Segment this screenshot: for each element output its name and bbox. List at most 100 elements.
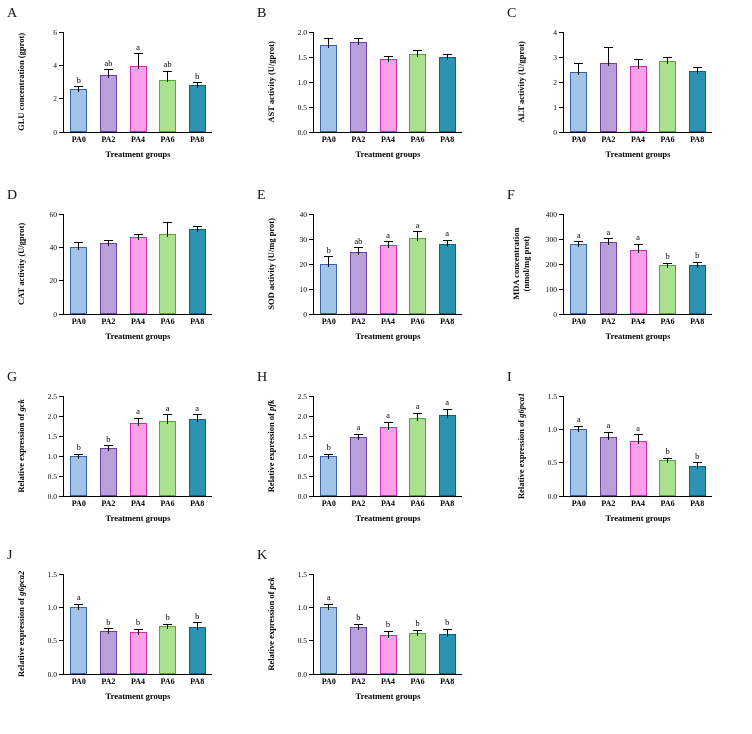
significance-letter: a — [576, 229, 581, 240]
y-tick — [59, 280, 63, 282]
y-tick — [559, 288, 563, 290]
bar-PA0 — [320, 607, 338, 674]
x-category-label: PA8 — [690, 499, 705, 508]
plot-area-K: 0.0 0.5 1.0 1.5 a PA0 b PA2 b PA4 b PA6 b PA8 Treatmen… — [298, 570, 462, 701]
x-category-label: PA2 — [601, 499, 616, 508]
error-bar-cap — [103, 445, 113, 447]
error-bar-line — [196, 226, 198, 232]
plot-area-B: 0.0 0.5 1.0 1.5 2.0 PA0 PA2 PA4 PA6 PA8 Treatment … — [298, 28, 462, 159]
error-bar-cap — [633, 243, 643, 245]
error-bar-line — [196, 622, 198, 630]
x-category-label: PA4 — [130, 677, 146, 686]
error-bar-line — [387, 631, 389, 639]
y-tick-label: 2.5 — [47, 391, 57, 401]
y-axis-label: SOD activity (U/mg prot) — [266, 218, 277, 310]
error-bar-line — [696, 67, 698, 74]
y-tick-label: 20 — [49, 276, 58, 286]
x-category-label: PA6 — [660, 499, 675, 508]
y-axis-label: Relative expression of gck — [16, 399, 27, 493]
error-bar-line — [357, 247, 359, 255]
y-tick — [59, 64, 63, 66]
x-category-label: PA2 — [601, 135, 616, 144]
x-category-label: PA0 — [571, 135, 586, 144]
y-tick — [59, 213, 63, 215]
x-category-label: PA0 — [321, 499, 336, 508]
significance-letter: a — [445, 228, 450, 239]
bar-PA2 — [599, 437, 617, 496]
bar-PA4 — [629, 65, 647, 132]
bar-PA8 — [438, 244, 456, 314]
y-axis-label: MDA concentration (nmol/mg prot) — [511, 228, 531, 301]
x-axis-title: Treatment groups — [605, 331, 671, 341]
error-bar-cap — [353, 433, 363, 435]
error-bar-line — [417, 630, 419, 636]
bar-PA8 — [188, 85, 206, 132]
y-axis-label-box: Relative expression of g6pca2 — [5, 571, 39, 677]
error-bar-cap — [413, 412, 423, 414]
error-bar-cap — [442, 628, 452, 630]
x-category-label: PA6 — [410, 135, 425, 144]
plot-area-F: 0 100 200 300 400 a PA0 a PA2 a PA4 b PA6 b PA8 Treatme… — [546, 210, 712, 341]
y-axis-label: Relative expression of g6pca2 — [16, 570, 27, 678]
y-tick — [309, 455, 313, 457]
error-bar-line — [137, 234, 139, 241]
x-category-label: PA8 — [190, 135, 205, 144]
gene-name-italic: g6pca1 — [516, 392, 527, 418]
plot-area-E: 0 10 20 30 40 b PA0 ab PA2 a PA4 a PA6 a PA8 Treatment … — [300, 210, 462, 341]
y-tick-label: 30 — [299, 234, 308, 244]
bar-PA0 — [320, 44, 338, 132]
error-bar-cap — [633, 434, 643, 436]
error-bar-line — [357, 624, 359, 631]
error-bar-line — [387, 422, 389, 431]
y-tick-label: 1.0 — [47, 602, 57, 612]
bar-PA6 — [409, 237, 427, 314]
plot-area-A: 0 2 4 6 b PA0 ab PA2 a PA4 ab PA6 b PA8 Treatment grou… — [53, 28, 212, 159]
error-bar-line — [107, 240, 109, 247]
y-tick — [309, 313, 313, 315]
error-bar-cap — [103, 69, 113, 70]
y-tick — [309, 573, 313, 575]
y-tick — [59, 98, 63, 100]
gene-name-italic: gck — [16, 399, 27, 412]
significance-letter: a — [636, 422, 640, 433]
x-axis-title: Treatment groups — [105, 513, 171, 523]
bar-PA8 — [188, 418, 206, 496]
y-tick-label: 0.0 — [297, 669, 307, 679]
y-tick — [59, 246, 63, 248]
y-tick-label: 3 — [553, 52, 557, 62]
y-axis-label: CAT activity (U/gprot) — [16, 222, 27, 306]
error-bar-cap — [413, 231, 423, 232]
x-axis-title: Treatment groups — [105, 691, 171, 701]
bar-PA6 — [159, 79, 177, 132]
y-tick-label: 1.0 — [297, 602, 307, 612]
error-bar-cap — [74, 86, 84, 88]
bar-PA4 — [379, 245, 397, 314]
error-bar-line — [357, 38, 359, 45]
error-bar-cap — [133, 233, 143, 235]
x-category-label: PA2 — [351, 677, 366, 686]
panel-D: D CAT activity (U/gprot) 0 20 40 60 PA0 PA2 PA4 P… — [1, 188, 249, 370]
significance-letter: b — [665, 251, 670, 262]
y-tick — [309, 263, 313, 265]
error-bar-line — [137, 418, 139, 427]
bar-PA2 — [99, 243, 117, 314]
error-bar-line — [167, 414, 169, 424]
significance-letter: a — [356, 422, 361, 432]
y-tick — [59, 606, 63, 608]
y-tick-label: 1.0 — [297, 77, 307, 87]
x-category-label: PA8 — [440, 677, 455, 686]
error-bar-cap — [192, 414, 202, 416]
bar-PA4 — [379, 58, 397, 132]
bar-PA4 — [129, 66, 147, 132]
y-tick-label: 0.5 — [47, 471, 57, 481]
x-category-label: PA2 — [601, 317, 616, 326]
x-category-label: PA0 — [71, 499, 86, 508]
x-category-label: PA4 — [130, 317, 146, 326]
error-bar-cap — [413, 629, 423, 631]
error-bar-line — [167, 222, 169, 237]
bar-PA8 — [688, 265, 706, 314]
y-tick-label: 100 — [545, 284, 557, 294]
x-category-label: PA0 — [571, 317, 586, 326]
y-tick — [309, 81, 313, 83]
plot-area-C: 0 1 2 3 4 PA0 PA2 PA4 PA6 PA8 Treatment groups — [553, 28, 712, 159]
